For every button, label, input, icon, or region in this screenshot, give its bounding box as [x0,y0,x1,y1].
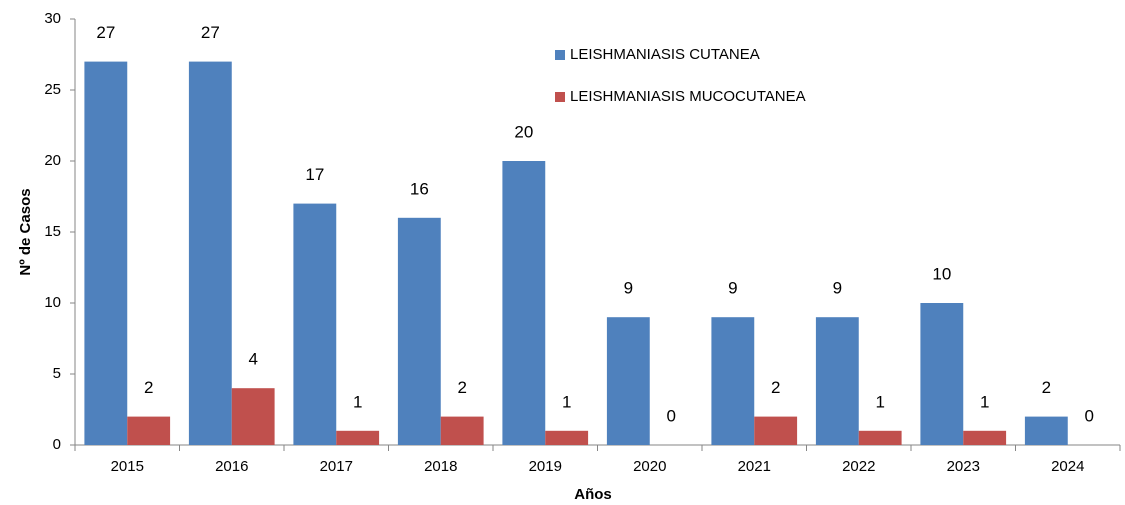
bar [440,416,484,445]
legend-label: LEISHMANIASIS CUTANEA [570,46,760,63]
bar [545,430,589,445]
bar [858,430,902,445]
value-label: 2 [1042,378,1051,397]
y-tick-label: 0 [53,436,61,453]
bar [188,61,232,445]
x-tick-label: 2020 [633,458,666,475]
y-tick-label: 30 [44,10,61,27]
value-label: 10 [932,264,951,283]
bar [711,317,755,445]
y-tick-label: 20 [44,152,61,169]
bar [1024,416,1068,445]
value-label: 17 [305,165,324,184]
bar [293,203,337,445]
bar [127,416,171,445]
value-label: 4 [248,350,257,369]
bar [231,388,275,445]
value-label: 27 [201,23,220,42]
x-tick-label: 2021 [738,458,771,475]
value-label: 0 [1084,406,1093,425]
value-label: 20 [514,122,533,141]
x-tick-label: 2015 [111,458,144,475]
bar [963,430,1007,445]
x-tick-label: 2017 [320,458,353,475]
x-tick-label: 2018 [424,458,457,475]
bar [815,317,859,445]
y-tick-label: 5 [53,365,61,382]
value-label: 1 [980,392,989,411]
x-axis-label: Años [574,486,612,503]
value-label: 1 [562,392,571,411]
legend-swatch [555,92,565,102]
x-tick-label: 2016 [215,458,248,475]
value-label: 9 [728,279,737,298]
y-tick-label: 15 [44,223,61,240]
y-tick-label: 25 [44,81,61,98]
value-label: 9 [624,279,633,298]
bar [336,430,380,445]
value-label: 0 [666,406,675,425]
bar [84,61,128,445]
value-label: 2 [144,378,153,397]
bar [606,317,650,445]
x-tick-label: 2024 [1051,458,1084,475]
legend-label: LEISHMANIASIS MUCOCUTANEA [570,88,806,105]
value-label: 2 [771,378,780,397]
value-label: 1 [875,392,884,411]
x-tick-label: 2019 [529,458,562,475]
value-label: 16 [410,179,429,198]
x-tick-label: 2022 [842,458,875,475]
y-axis-label: Nº de Casos [17,188,34,275]
value-label: 2 [457,378,466,397]
value-label: 9 [833,279,842,298]
legend-swatch [555,50,565,60]
bar [754,416,798,445]
value-label: 1 [353,392,362,411]
bar [397,217,441,445]
x-tick-label: 2023 [947,458,980,475]
y-tick-label: 10 [44,294,61,311]
bar [920,303,964,445]
value-label: 27 [96,23,115,42]
bar [502,161,546,445]
